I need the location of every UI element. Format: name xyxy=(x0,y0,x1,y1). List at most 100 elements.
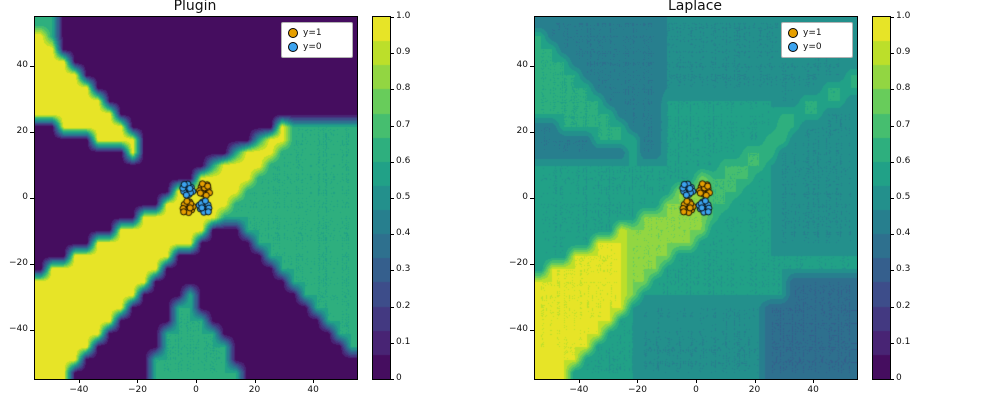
legend-marker-y0-icon xyxy=(288,42,298,52)
legend-marker-y1-icon xyxy=(288,28,298,38)
y-tick-label: 40 xyxy=(516,60,528,71)
y-tick-mark xyxy=(530,66,534,68)
colorbar-tick-label: 0.5 xyxy=(896,192,911,202)
colorbar-tick-mark xyxy=(391,234,394,236)
colorbar-tick-label: 0.8 xyxy=(896,83,911,94)
x-tick-label: 0 xyxy=(193,385,199,395)
plugin-heatmap-canvas xyxy=(34,16,358,380)
y-tick-label: 40 xyxy=(16,60,28,71)
colorbar-tick-label: 0.3 xyxy=(896,264,911,275)
x-tick-mark xyxy=(196,379,197,383)
y-tick-mark xyxy=(30,132,34,134)
laplace-panel: Laplace y=1 y=0 −40 −20 0 20 40 40 20 0 −20 −40 0 0… xyxy=(500,0,1000,400)
legend-marker-y0-icon xyxy=(788,42,798,52)
x-tick-mark xyxy=(813,379,815,383)
colorbar-tick-mark xyxy=(391,161,394,163)
y-tick-label: 0 xyxy=(22,192,28,202)
x-tick-label: 0 xyxy=(693,385,699,395)
laplace-legend: y=1 y=0 xyxy=(781,22,853,58)
y-tick-label: −40 xyxy=(509,323,528,334)
colorbar-tick-mark xyxy=(891,53,894,55)
x-tick-label: 40 xyxy=(307,385,319,395)
colorbar-tick-label: 0.6 xyxy=(896,155,911,166)
y-tick-mark xyxy=(30,329,34,331)
colorbar-tick-mark xyxy=(891,342,894,344)
colorbar-tick-label: 1.0 xyxy=(396,11,411,21)
y-tick-mark xyxy=(30,263,34,265)
colorbar-tick-mark xyxy=(391,89,394,91)
y-tick-mark xyxy=(530,263,534,265)
colorbar-tick-mark xyxy=(891,17,894,18)
colorbar-tick-label: 0 xyxy=(396,373,402,383)
laplace-heatmap-canvas xyxy=(534,16,858,380)
y-tick-mark xyxy=(530,198,534,199)
x-tick-label: −40 xyxy=(569,385,589,395)
colorbar-tick-label: 0.9 xyxy=(396,47,411,58)
colorbar-tick-label: 1.0 xyxy=(896,11,911,21)
y-tick-mark xyxy=(30,66,34,68)
y-tick-label: 0 xyxy=(522,192,528,202)
colorbar-tick-mark xyxy=(891,270,894,272)
legend-label-y0: y=0 xyxy=(303,42,322,52)
x-tick-mark xyxy=(137,379,139,383)
y-tick-label: 20 xyxy=(16,126,28,137)
colorbar-tick-mark xyxy=(891,125,894,127)
colorbar-tick-label: 0.7 xyxy=(896,119,911,130)
x-tick-mark xyxy=(754,379,756,383)
colorbar-tick-label: 0.3 xyxy=(396,264,411,275)
x-tick-label: −20 xyxy=(127,385,147,395)
plugin-legend: y=1 y=0 xyxy=(281,22,353,58)
plugin-panel: Plugin y=1 y=0 −40 −20 0 20 40 40 20 0 −20 −40 0 0.… xyxy=(9,0,411,395)
x-tick-mark xyxy=(578,379,580,383)
x-tick-mark xyxy=(313,379,315,383)
x-tick-mark xyxy=(637,379,639,383)
y-tick-label: −20 xyxy=(9,257,28,268)
colorbar-tick-mark xyxy=(891,161,894,163)
legend-entry-y1: y=1 xyxy=(288,26,346,40)
colorbar-tick-label: 0 xyxy=(896,373,902,383)
colorbar-tick-mark xyxy=(891,306,894,308)
colorbar-tick-mark xyxy=(391,53,394,55)
colorbar-tick-label: 0.1 xyxy=(396,336,411,347)
legend-label-y0: y=0 xyxy=(803,42,822,52)
colorbar-tick-mark xyxy=(391,342,394,344)
colorbar-tick-mark xyxy=(391,17,394,18)
legend-entry-y0: y=0 xyxy=(288,40,346,54)
legend-label-y1: y=1 xyxy=(303,28,322,38)
colorbar-tick-label: 0.8 xyxy=(396,83,411,94)
y-tick-mark xyxy=(30,198,34,199)
colorbar-tick-label: 0.4 xyxy=(896,228,911,239)
y-tick-label: −40 xyxy=(9,323,28,334)
legend-label-y1: y=1 xyxy=(803,28,822,38)
x-tick-mark xyxy=(696,379,697,383)
colorbar-tick-mark xyxy=(391,306,394,308)
x-tick-mark xyxy=(78,379,80,383)
colorbar-tick-label: 0.1 xyxy=(896,336,911,347)
colorbar-tick-label: 0.4 xyxy=(396,228,411,239)
y-tick-label: −20 xyxy=(509,257,528,268)
colorbar-tick-label: 0.7 xyxy=(396,119,411,130)
colorbar-tick-label: 0.2 xyxy=(896,300,911,311)
x-tick-label: 20 xyxy=(748,385,761,395)
colorbar-tick-label: 0.5 xyxy=(396,192,411,202)
x-tick-mark xyxy=(254,379,256,383)
colorbar-tick-label: 0.9 xyxy=(896,47,911,58)
colorbar-tick-mark xyxy=(891,234,894,236)
laplace-title: Laplace xyxy=(667,0,723,14)
colorbar-tick-mark xyxy=(891,379,894,380)
legend-entry-y0: y=0 xyxy=(788,40,846,54)
x-tick-label: 40 xyxy=(807,385,819,395)
x-tick-label: 20 xyxy=(248,385,261,395)
colorbar-tick-label: 0.6 xyxy=(396,155,411,166)
colorbar-tick-mark xyxy=(391,270,394,272)
colorbar-tick-mark xyxy=(891,198,894,199)
laplace-colorbar xyxy=(872,16,891,380)
colorbar-tick-label: 0.2 xyxy=(396,300,411,311)
colorbar-tick-mark xyxy=(391,198,394,199)
x-tick-label: −20 xyxy=(627,385,647,395)
y-tick-mark xyxy=(530,329,534,331)
y-tick-label: 20 xyxy=(516,126,528,137)
legend-entry-y1: y=1 xyxy=(788,26,846,40)
colorbar-tick-mark xyxy=(391,125,394,127)
